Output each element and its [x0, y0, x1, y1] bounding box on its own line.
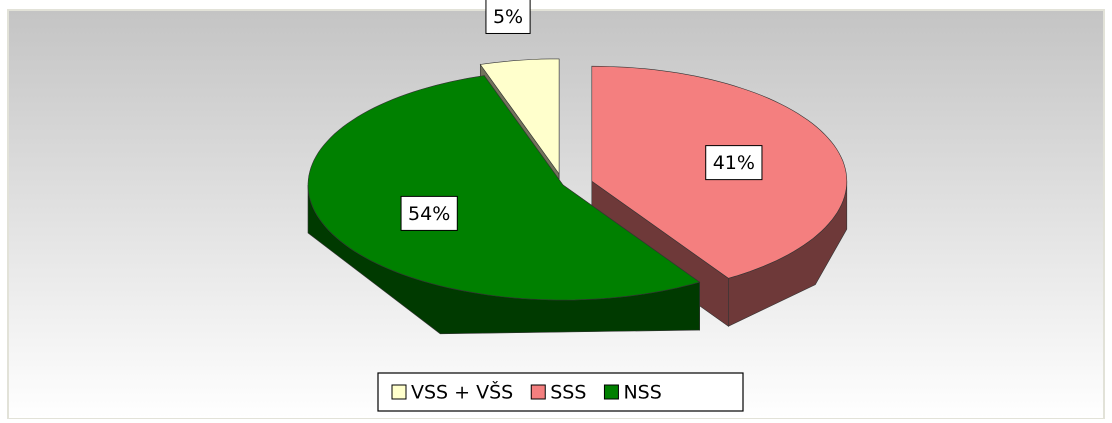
- legend-swatch: [530, 384, 546, 400]
- data-label-box: [485, 0, 531, 34]
- data-label: 41%: [713, 152, 755, 174]
- legend-label: VSS + VŠS: [411, 380, 513, 404]
- data-label: 5%: [493, 6, 523, 28]
- legend-entries: VSS + VŠS SSS NSS: [391, 380, 662, 404]
- legend-swatch: [603, 384, 619, 400]
- data-label: 54%: [408, 203, 450, 225]
- pie: [307, 58, 848, 335]
- data-label-box: [705, 145, 763, 181]
- legend-label: NSS: [623, 382, 661, 404]
- legend-label: SSS: [550, 382, 586, 404]
- legend: [377, 372, 744, 412]
- data-label-box: [400, 195, 458, 231]
- slice: [479, 58, 560, 175]
- data-labels: 5% 41% 54%: [400, 0, 763, 231]
- slice: [307, 75, 701, 301]
- legend-swatch: [391, 384, 407, 400]
